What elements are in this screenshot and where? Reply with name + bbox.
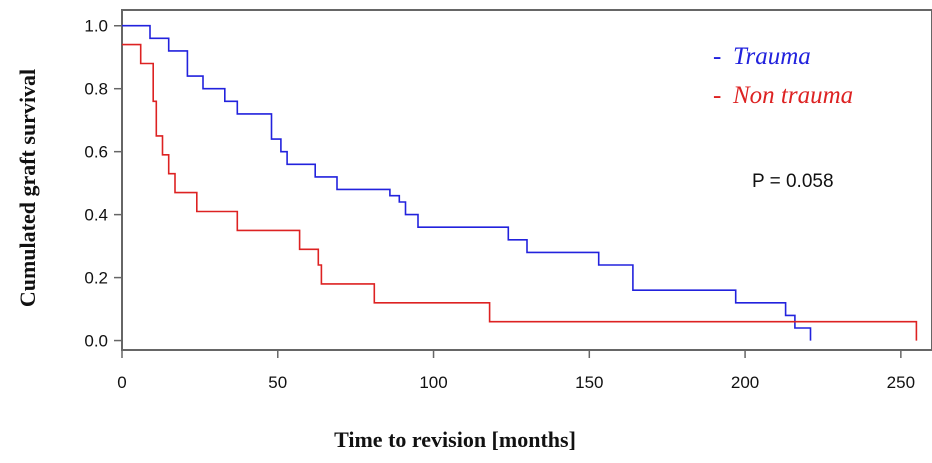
x-tick-label: 100 — [419, 373, 447, 392]
legend-marker-non-trauma: - — [713, 82, 721, 109]
x-axis: 0 50 100 150 200 250 — [117, 350, 915, 392]
series-layer — [122, 24, 918, 341]
legend-label-trauma: Trauma — [733, 43, 811, 70]
x-tick-label: 250 — [887, 373, 915, 392]
plot-frame — [121, 9, 932, 351]
x-tick-label: 200 — [731, 373, 759, 392]
legend: - Trauma - Non trauma — [713, 43, 853, 109]
x-axis-title: Time to revision [months] — [334, 427, 576, 452]
x-tick-label: 150 — [575, 373, 603, 392]
legend-label-non-trauma: Non trauma — [732, 82, 853, 109]
y-tick-label: 0.8 — [84, 80, 108, 99]
y-tick-label: 0.2 — [84, 269, 108, 288]
legend-marker-trauma: - — [713, 43, 721, 70]
x-tick-label: 50 — [268, 373, 287, 392]
y-tick-label: 1.0 — [84, 17, 108, 36]
series-line-trauma — [122, 24, 812, 341]
series-line-non-trauma — [122, 43, 918, 341]
y-axis-title: Cumulated graft survival — [15, 69, 40, 307]
p-value-annotation: P = 0.058 — [752, 171, 834, 192]
y-axis: 0.0 0.2 0.4 0.6 0.8 1.0 — [84, 17, 122, 351]
x-tick-label: 0 — [117, 373, 126, 392]
y-tick-label: 0.4 — [84, 206, 108, 225]
y-tick-label: 0.6 — [84, 143, 108, 162]
y-tick-label: 0.0 — [84, 332, 108, 351]
